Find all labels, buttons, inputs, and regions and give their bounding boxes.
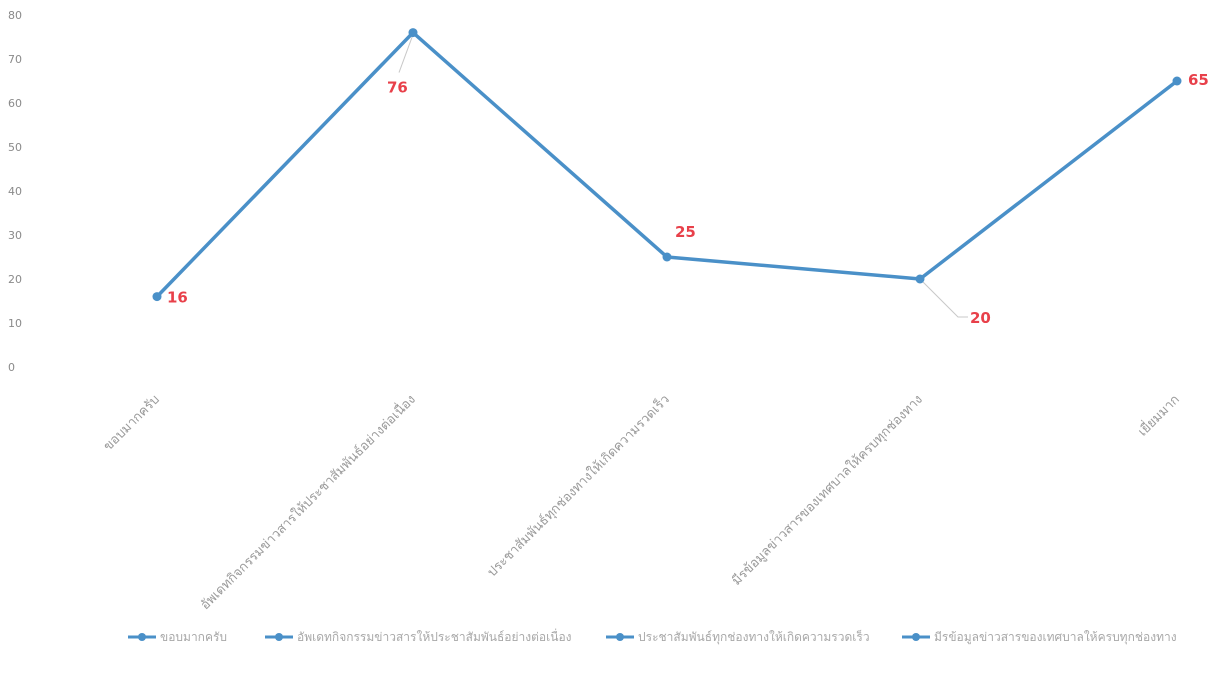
legend-marker	[616, 633, 624, 641]
x-tick-label: อัพเดทกิจกรรมข่าวสารให้ประชาสัมพันธ์อย่า…	[197, 391, 419, 613]
data-label: 16	[167, 289, 188, 307]
x-tick-label: เยี่ยมมาก	[1134, 391, 1183, 440]
y-tick-label: 10	[8, 317, 22, 330]
data-point	[408, 28, 418, 38]
legend: ขอบมากครับ อัพเดทกิจกรรมข่าวสารให้ประชาสั…	[128, 628, 1177, 645]
legend-marker	[912, 633, 920, 641]
x-tick-label: ขอบมากครับ	[101, 392, 163, 454]
label-leader-lines	[398, 34, 968, 318]
data-point	[152, 292, 162, 302]
y-tick-label: 0	[8, 361, 15, 374]
legend-label: มีรข้อมูลข่าวสารของเทศบาลให้ครบทุกช่องทา…	[934, 630, 1177, 645]
leader-line	[919, 278, 968, 318]
data-label: 25	[675, 223, 696, 241]
data-label: 20	[970, 309, 991, 327]
y-tick-label: 50	[8, 141, 22, 154]
data-labels: 16 76 25 20 65	[167, 71, 1209, 327]
leader-line	[398, 34, 414, 73]
y-tick-label: 70	[8, 53, 22, 66]
y-tick-label: 60	[8, 97, 22, 110]
legend-label: ขอบมากครับ	[160, 630, 227, 644]
x-axis: ขอบมากครับ อัพเดทกิจกรรมข่าวสารให้ประชาสั…	[101, 390, 1183, 613]
legend-label: ประชาสัมพันธ์ทุกช่องทางให้เกิดความรวดเร็…	[638, 629, 870, 645]
data-point	[915, 274, 925, 284]
y-tick-label: 20	[8, 273, 22, 286]
data-label: 76	[387, 79, 408, 97]
y-tick-label: 30	[8, 229, 22, 242]
x-tick-label: มีรข้อมูลข่าวสารของเทศบาลให้ครบทุกช่องทา…	[729, 392, 926, 589]
data-label: 65	[1188, 71, 1209, 89]
y-axis: 0 10 20 30 40 50 60 70 80	[8, 9, 22, 374]
y-tick-label: 80	[8, 9, 22, 22]
legend-label: อัพเดทกิจกรรมข่าวสารให้ประชาสัมพันธ์อย่า…	[297, 628, 572, 644]
legend-marker	[275, 633, 283, 641]
data-points	[152, 28, 1182, 302]
legend-marker	[138, 633, 146, 641]
data-point	[1172, 76, 1182, 86]
y-tick-label: 40	[8, 185, 22, 198]
x-tick-label: ประชาสัมพันธ์ทุกช่องทางให้เกิดความรวดเร็…	[483, 390, 673, 580]
data-point	[662, 252, 672, 262]
